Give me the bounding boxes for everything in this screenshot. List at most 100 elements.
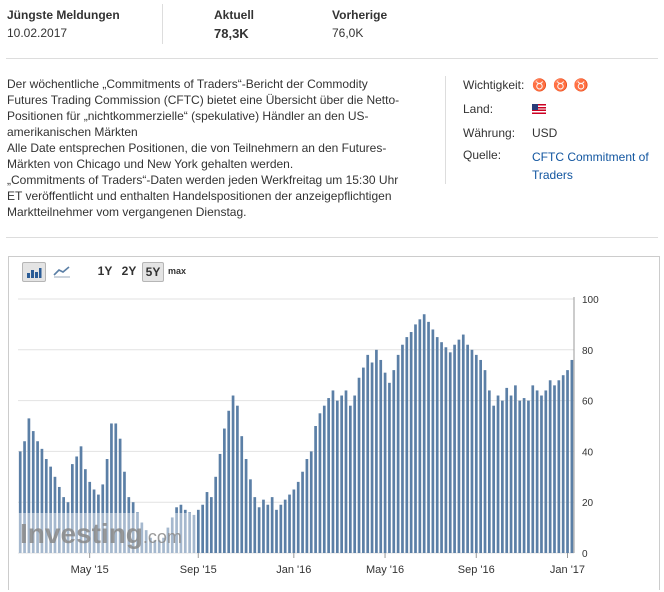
chart-bar <box>383 372 387 553</box>
chart-bar <box>379 359 383 553</box>
chart-bar <box>570 359 574 553</box>
line-chart-button[interactable] <box>51 262 73 280</box>
chart-bar <box>157 540 161 553</box>
chart-bar <box>283 499 287 553</box>
chart-bar <box>240 436 244 553</box>
chart-bar <box>266 504 270 553</box>
chart-bar <box>435 337 439 553</box>
chart-bar <box>205 492 209 553</box>
y-tick-label: 0 <box>582 549 588 560</box>
chart-bar <box>92 489 96 553</box>
bar-chart: 0 20 40 60 80 100 May '15 Sep '15 Jan '16 May '16… <box>16 295 599 576</box>
chart-bar <box>262 499 265 553</box>
chart-bar <box>31 431 35 553</box>
chart-bar <box>357 377 361 553</box>
chart-bar <box>149 537 152 553</box>
chart-bar <box>223 428 226 553</box>
x-tick-label: May '16 <box>366 564 404 576</box>
bar-chart-button[interactable] <box>22 262 46 282</box>
bar-chart-icon <box>27 268 42 278</box>
chart-bar <box>561 375 565 553</box>
divider <box>162 4 163 44</box>
chart-bar <box>309 451 313 553</box>
chart-toolbar: 1Y 2Y 5Y max <box>9 257 659 287</box>
y-tick-label: 20 <box>582 498 594 509</box>
chart-bar <box>470 349 474 553</box>
range-2y-button[interactable]: 2Y <box>121 264 137 278</box>
line-chart-icon <box>53 266 70 278</box>
bull-icon: ♉ <box>552 78 568 92</box>
chart-bar <box>162 537 165 553</box>
chart-bar <box>466 344 469 553</box>
chart-bar <box>483 370 487 553</box>
actual-block: Aktuell 78,3K <box>214 8 254 41</box>
chart-bar <box>457 339 461 553</box>
chart-bar <box>566 370 569 553</box>
range-1y-button[interactable]: 1Y <box>97 264 113 278</box>
chart-bar <box>18 451 22 553</box>
chart-bar <box>318 413 322 553</box>
chart-bar <box>322 405 326 553</box>
description-paragraph: „Commitments of Traders“-Daten werden je… <box>7 173 399 219</box>
chart-bar <box>166 527 170 553</box>
importance-label: Wichtigkeit: <box>463 78 525 92</box>
chart-bar <box>62 497 65 553</box>
watermark-brand: Investing.com <box>20 518 182 549</box>
divider <box>6 58 658 59</box>
chart-bar <box>492 405 496 553</box>
chart-bar <box>188 512 191 553</box>
chart-bar <box>314 426 317 553</box>
chart-bar <box>53 476 57 553</box>
chart-bar <box>405 337 409 553</box>
chart-bar <box>244 459 248 553</box>
range-5y-button[interactable]: 5Y <box>142 262 164 282</box>
chart-bar <box>275 509 278 553</box>
chart-bar <box>396 354 400 553</box>
chart-bar <box>66 502 70 553</box>
chart-bar <box>257 507 261 553</box>
chart-bar <box>353 395 357 553</box>
investing-watermark: Investing.com <box>16 513 196 553</box>
chart-bar <box>370 362 374 553</box>
chart-bar <box>505 387 509 553</box>
y-tick-label: 60 <box>582 397 594 408</box>
chart-bar <box>440 342 443 553</box>
chart-bar <box>453 344 456 553</box>
chart-container: 1Y 2Y 5Y max 0 20 40 60 80 100 May '15 Sep '15 Jan … <box>8 256 660 590</box>
watermark-suffix: .com <box>143 527 182 547</box>
previous-label: Vorherige <box>332 8 388 22</box>
chart-bar <box>487 390 491 553</box>
chart-bar <box>461 334 465 553</box>
actual-value: 78,3K <box>214 26 249 41</box>
chart-bar <box>362 367 365 553</box>
chart-bar <box>44 459 48 553</box>
us-flag-icon <box>532 104 546 114</box>
latest-label: Jüngste Meldungen <box>7 8 120 22</box>
previous-value: 76,0K <box>332 26 364 40</box>
chart-bar <box>288 494 291 553</box>
chart-bar <box>392 370 396 553</box>
chart-bar <box>201 504 204 553</box>
chart-bar <box>36 441 39 553</box>
chart-bar <box>249 479 252 553</box>
chart-plot: 0 20 40 60 80 100 May '15 Sep '15 Jan '16 May '16… <box>16 291 616 592</box>
chart-bar <box>144 530 148 553</box>
chart-bar <box>522 398 526 553</box>
chart-bar <box>544 390 548 553</box>
chart-bar <box>101 484 105 553</box>
chart-bar <box>97 494 100 553</box>
source-link[interactable]: CFTC Commitment of Traders <box>532 150 649 182</box>
chart-bar <box>209 497 213 553</box>
currency-label: Währung: <box>463 126 516 140</box>
chart-bar <box>535 390 539 553</box>
chart-bar <box>84 469 87 553</box>
range-max-button[interactable]: max <box>168 266 187 276</box>
chart-bar <box>236 405 239 553</box>
latest-date: 10.02.2017 <box>7 26 68 40</box>
chart-bar <box>131 502 135 553</box>
chart-bar <box>431 329 435 553</box>
y-tick-label: 80 <box>582 346 594 357</box>
chart-bar <box>123 471 126 553</box>
chart-bar <box>348 405 352 553</box>
chart-bar <box>548 380 552 553</box>
